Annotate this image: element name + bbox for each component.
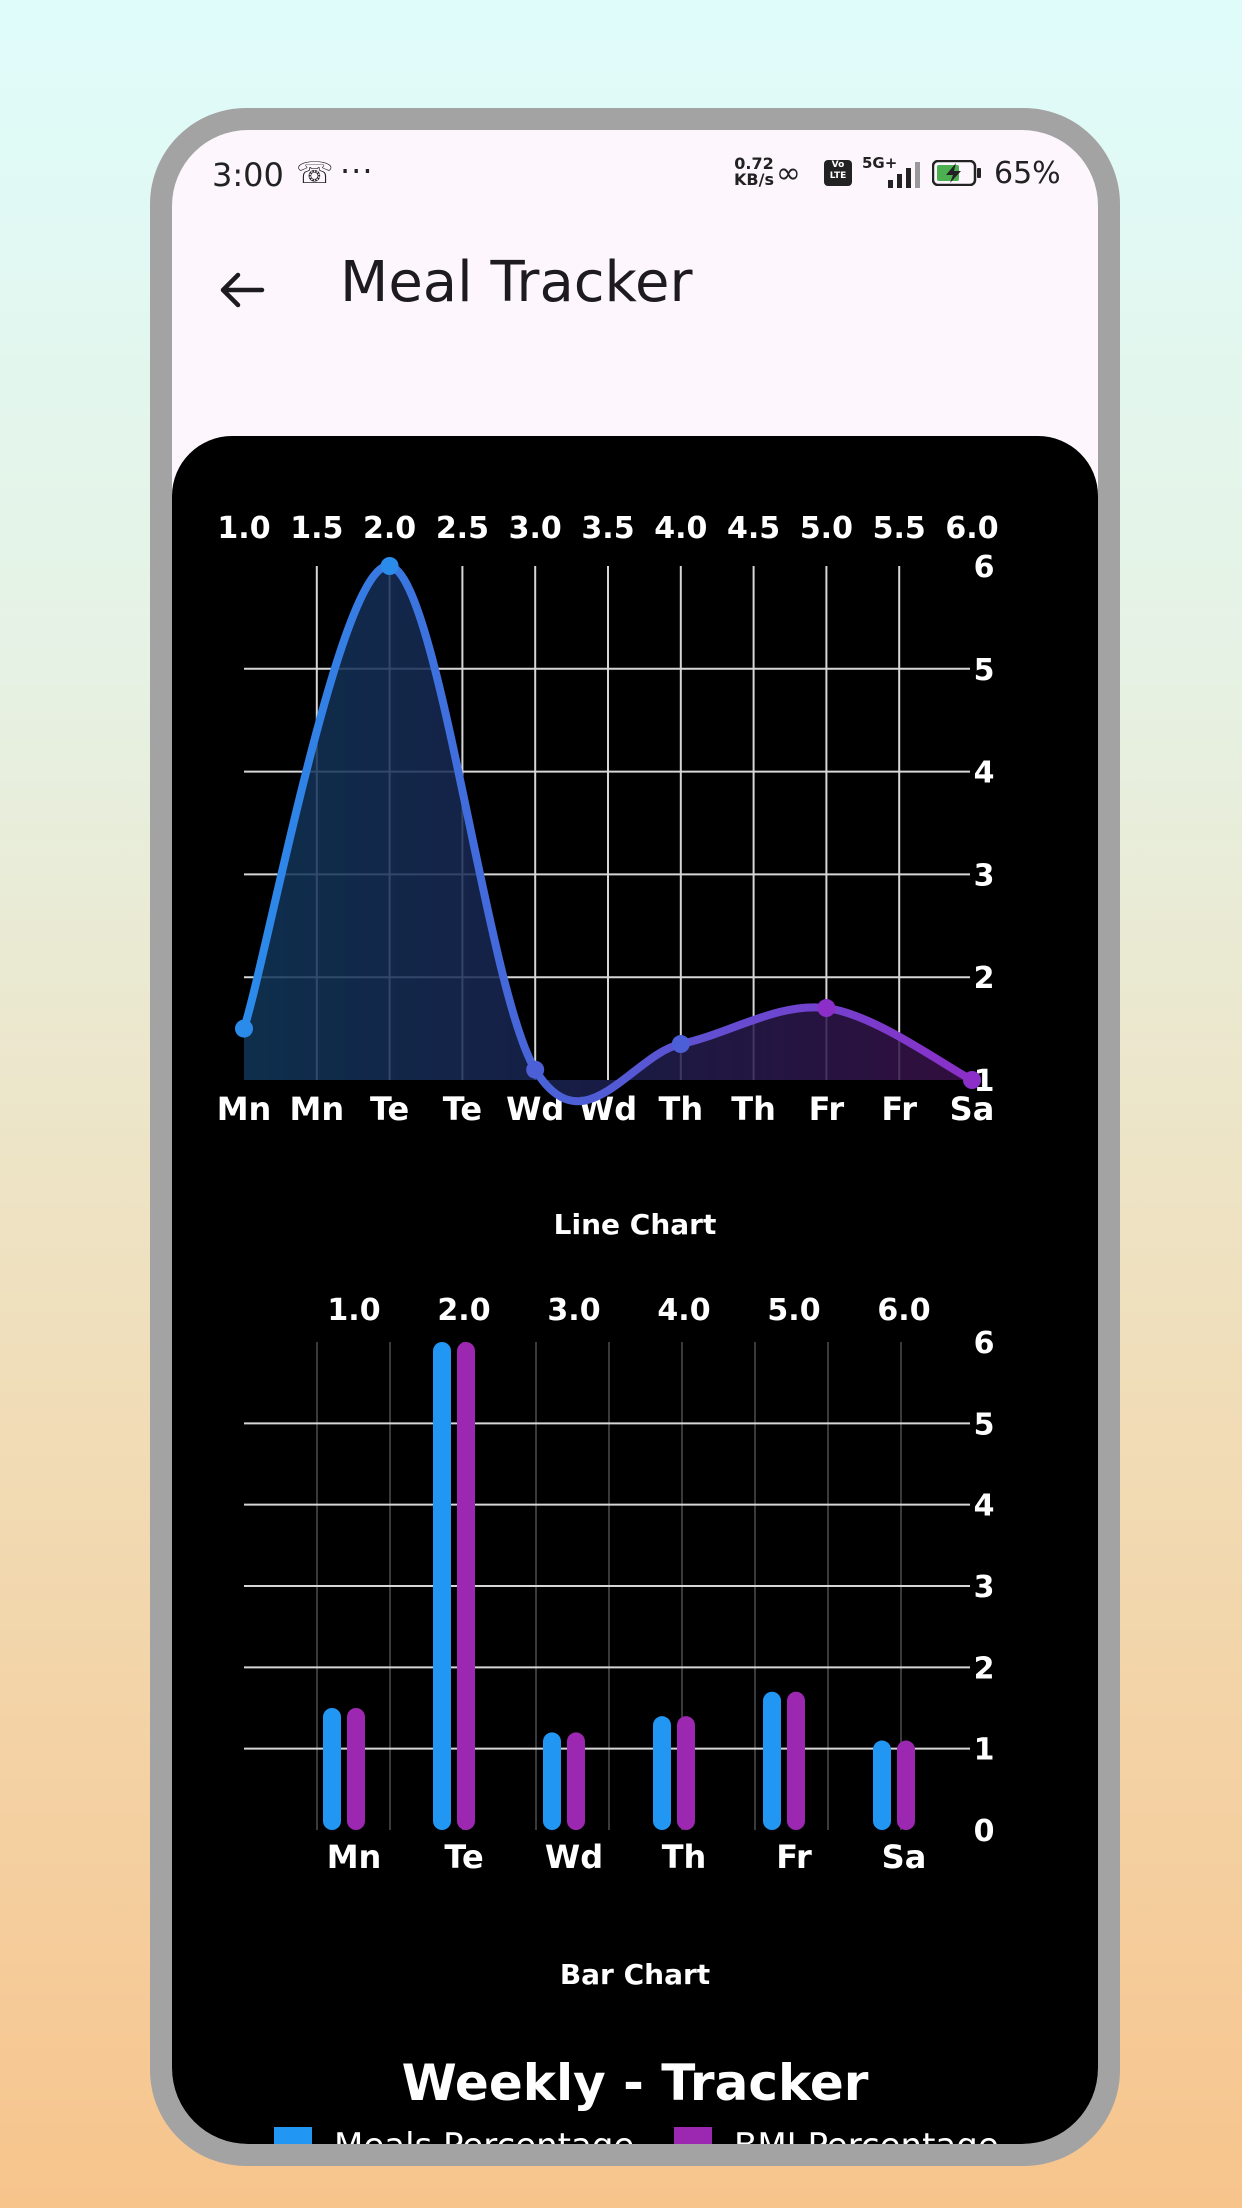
legend-swatch-bmi bbox=[674, 2127, 712, 2144]
line-chart-area bbox=[244, 565, 972, 1102]
page-title: Meal Tracker bbox=[340, 250, 693, 315]
network-speed: 0.72 KB/s bbox=[734, 156, 774, 188]
bar-chart-category-label: Fr bbox=[776, 1838, 812, 1876]
app-bar: Meal Tracker bbox=[172, 230, 1098, 350]
line-chart-y-tick-label: 4 bbox=[974, 756, 995, 791]
line-chart-y-tick-label: 2 bbox=[974, 961, 995, 996]
line-chart-y-tick-label: 3 bbox=[974, 858, 995, 893]
line-chart-bottom-tick-label: Te bbox=[370, 1090, 409, 1128]
line-chart-top-tick-label: 3.0 bbox=[509, 511, 562, 546]
bar-chart-y-tick-label: 3 bbox=[974, 1570, 995, 1605]
bar-chart-y-tick-label: 2 bbox=[974, 1651, 995, 1686]
line-chart-bottom-tick-label: Fr bbox=[881, 1090, 917, 1128]
line-chart-y-tick-label: 5 bbox=[974, 653, 995, 688]
hotspot-link-icon: ∞ bbox=[776, 156, 801, 191]
bar-chart-y-tick-label: 4 bbox=[974, 1489, 995, 1524]
line-chart-y-tick-label: 1 bbox=[974, 1064, 995, 1099]
line-chart-point bbox=[380, 557, 399, 575]
line-chart-top-tick-label: 4.0 bbox=[654, 511, 707, 546]
bar-chart-bar bbox=[433, 1342, 451, 1830]
bar-chart-category-label: Th bbox=[662, 1838, 707, 1876]
bar-chart-y-tick-label: 1 bbox=[974, 1733, 995, 1768]
back-arrow-icon[interactable] bbox=[212, 260, 272, 320]
line-chart-bottom-tick-label: Th bbox=[731, 1090, 776, 1128]
bar-chart-bar bbox=[897, 1740, 915, 1830]
more-notifications-icon: ··· bbox=[340, 152, 374, 190]
bar-chart-bar bbox=[457, 1342, 475, 1830]
signal-bars-icon bbox=[888, 162, 920, 188]
chart-legend: Meals Percentage BMI Percentage bbox=[172, 2126, 1098, 2144]
bar-chart-bar bbox=[567, 1732, 585, 1830]
line-chart-point bbox=[671, 1035, 690, 1054]
line-chart-top-tick-label: 2.5 bbox=[436, 511, 489, 546]
bar-chart-top-tick-label: 3.0 bbox=[547, 1293, 600, 1328]
network-speed-unit: KB/s bbox=[734, 170, 774, 189]
line-chart-top-tick-label: 5.0 bbox=[800, 511, 853, 546]
line-chart-top-tick-label: 6.0 bbox=[945, 511, 998, 546]
bar-chart-bar bbox=[347, 1708, 365, 1830]
line-chart-top-tick-label: 5.5 bbox=[873, 511, 926, 546]
phone-frame: 3:00 ☏ ··· 0.72 KB/s ∞ Vo LTE 5G+ bbox=[150, 108, 1120, 2166]
charts-panel: 1.0 Mn 1.5 Mn 2.0 Te 2.5 Te 3.0 Wd 3.5 Wd 4.0 Th 4.5 Th… bbox=[172, 436, 1098, 2144]
bar-chart-top-tick-label: 1.0 bbox=[327, 1293, 380, 1328]
status-time: 3:00 bbox=[212, 156, 284, 194]
bar-chart-category-label: Sa bbox=[882, 1838, 927, 1876]
legend-item-meals: Meals Percentage bbox=[274, 2126, 634, 2144]
bar-chart-top-tick-label: 4.0 bbox=[657, 1293, 710, 1328]
whatsapp-icon: ☏ bbox=[296, 156, 334, 191]
legend-label-meals: Meals Percentage bbox=[334, 2126, 634, 2144]
bar-chart-y-tick-label: 5 bbox=[974, 1407, 995, 1442]
battery-charging-icon bbox=[932, 160, 981, 186]
line-chart-top-tick-label: 4.5 bbox=[727, 511, 780, 546]
line-chart-point bbox=[963, 1071, 981, 1089]
bar-chart-title: Bar Chart bbox=[559, 1958, 711, 1991]
signal-type: 5G+ bbox=[862, 154, 898, 172]
bar-chart-top-tick-label: 6.0 bbox=[877, 1293, 930, 1328]
line-chart-top-tick-label: 3.5 bbox=[581, 511, 634, 546]
bar-chart-category-label: Te bbox=[444, 1838, 483, 1876]
line-chart-top-tick-label: 2.0 bbox=[363, 511, 416, 546]
line-chart-bottom-tick-label: Te bbox=[443, 1090, 482, 1128]
line-chart-bottom-tick-label: Th bbox=[658, 1090, 703, 1128]
line-chart-point bbox=[817, 999, 836, 1018]
status-bar: 3:00 ☏ ··· 0.72 KB/s ∞ Vo LTE 5G+ bbox=[172, 130, 1098, 220]
bar-chart-category-label: Mn bbox=[327, 1838, 382, 1876]
bar-chart-bar bbox=[873, 1740, 891, 1830]
line-chart-bottom-tick-label: Mn bbox=[289, 1090, 344, 1128]
bar-chart-y-tick-label: 6 bbox=[974, 1326, 995, 1361]
line-chart-title: Line Chart bbox=[553, 1208, 717, 1241]
phone-screen: 3:00 ☏ ··· 0.72 KB/s ∞ Vo LTE 5G+ bbox=[172, 130, 1098, 2144]
network-speed-value: 0.72 bbox=[734, 154, 774, 173]
bar-chart-bar bbox=[677, 1716, 695, 1830]
bar-chart-bar bbox=[323, 1708, 341, 1830]
legend-swatch-meals bbox=[274, 2127, 312, 2144]
bar-chart-category-label: Wd bbox=[545, 1838, 603, 1876]
line-chart-top-tick-label: 1.5 bbox=[290, 511, 343, 546]
bar-chart-bar bbox=[763, 1691, 781, 1830]
bar-chart-bar bbox=[543, 1732, 561, 1830]
line-chart-point bbox=[526, 1060, 545, 1079]
legend-item-bmi: BMI Percentage bbox=[674, 2126, 999, 2144]
bar-chart-top-tick-label: 5.0 bbox=[767, 1293, 820, 1328]
line-chart-bottom-tick-label: Fr bbox=[809, 1090, 845, 1128]
bar-chart-y-tick-label: 0 bbox=[974, 1814, 995, 1849]
line-chart-bottom-tick-label: Sa bbox=[950, 1090, 995, 1128]
line-chart-bottom-tick-label: Mn bbox=[217, 1090, 272, 1128]
line-chart-y-tick-label: 6 bbox=[974, 550, 995, 585]
line-chart-top-tick-label: 1.0 bbox=[217, 511, 270, 546]
charts-canvas: 1.0Mn1.5Mn2.0Te2.5Te3.0Wd3.5Wd4.0Th4.5Th… bbox=[217, 511, 999, 1876]
legend-label-bmi: BMI Percentage bbox=[734, 2126, 999, 2144]
line-chart-point bbox=[235, 1019, 253, 1038]
bar-chart-bar bbox=[787, 1691, 805, 1830]
weekly-tracker-heading: Weekly - Tracker bbox=[401, 2054, 869, 2112]
volte-icon: Vo LTE bbox=[824, 160, 852, 186]
battery-percent: 65% bbox=[994, 156, 1061, 191]
bar-chart-bar bbox=[653, 1716, 671, 1830]
bar-chart-top-tick-label: 2.0 bbox=[437, 1293, 490, 1328]
